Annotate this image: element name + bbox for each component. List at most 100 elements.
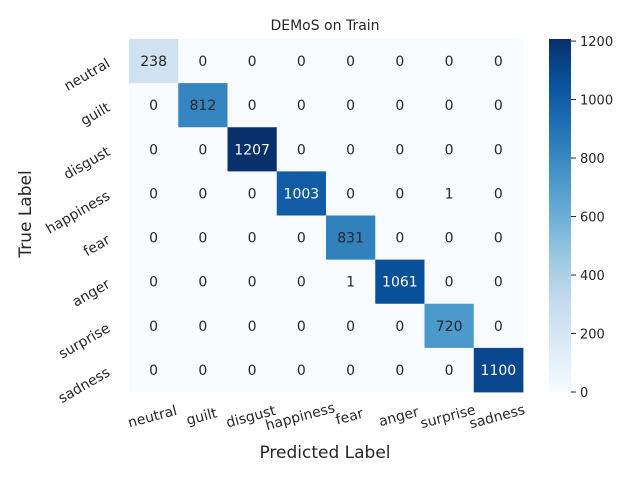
heatmap-cell-disgust-anger bbox=[375, 127, 425, 172]
cell-value-label: 0 bbox=[346, 98, 355, 114]
cell-value-label: 0 bbox=[346, 142, 355, 158]
heatmap-cell-guilt-fear bbox=[326, 83, 376, 128]
cell-value-label: 1100 bbox=[481, 363, 517, 379]
heatmap-cell-disgust-surprise bbox=[424, 127, 475, 172]
heatmap-cell-surprise-disgust bbox=[227, 303, 278, 349]
cell-value-label: 0 bbox=[494, 275, 503, 291]
heatmap-cell-labels: 238 0 0 0 0 0 0 0 0 812 0 0 0 0 0 0 0 0 1207 0 0 0 0 0 0 0 0 1003 0 0… bbox=[140, 54, 516, 379]
cell-value-label: 0 bbox=[248, 54, 257, 70]
heatmap-cell-happiness-happiness bbox=[276, 171, 327, 216]
heatmap-cell-guilt-surprise bbox=[424, 83, 475, 128]
heatmap-cell-fear-neutral bbox=[129, 215, 179, 261]
heatmap-cell-neutral-anger bbox=[375, 39, 425, 84]
heatmap-cell-happiness-surprise bbox=[424, 171, 475, 216]
cell-value-label: 0 bbox=[346, 319, 355, 335]
colorbar-tick-label: 0 bbox=[580, 386, 588, 401]
cell-value-label: 0 bbox=[149, 363, 158, 379]
cell-value-label: 0 bbox=[198, 231, 207, 247]
heatmap-cell-fear-fear bbox=[326, 215, 376, 261]
cell-value-label: 0 bbox=[149, 319, 158, 335]
heatmap-cell-neutral-guilt bbox=[178, 39, 228, 84]
heatmap-cell-disgust-fear bbox=[326, 127, 376, 172]
cell-value-label: 0 bbox=[297, 275, 306, 291]
cell-value-label: 0 bbox=[346, 363, 355, 379]
cell-value-label: 1207 bbox=[234, 142, 270, 158]
heatmap-cell-happiness-neutral bbox=[129, 171, 179, 216]
heatmap-cell-neutral-surprise bbox=[424, 39, 475, 84]
cell-value-label: 0 bbox=[395, 186, 404, 202]
heatmap-cell-guilt-sadness bbox=[473, 83, 524, 128]
cell-value-label: 0 bbox=[248, 231, 257, 247]
heatmap-cell-surprise-guilt bbox=[178, 303, 228, 349]
heatmap-cell-fear-sadness bbox=[473, 215, 524, 261]
heatmap-cell-sadness-surprise bbox=[424, 347, 475, 393]
cell-value-label: 0 bbox=[395, 142, 404, 158]
cell-value-label: 0 bbox=[445, 98, 454, 114]
cell-value-label: 0 bbox=[297, 98, 306, 114]
cell-value-label: 0 bbox=[494, 186, 503, 202]
cell-value-label: 0 bbox=[346, 54, 355, 70]
cell-value-label: 0 bbox=[248, 319, 257, 335]
cell-value-label: 1003 bbox=[284, 186, 320, 202]
heatmap-cell-sadness-anger bbox=[375, 347, 425, 393]
cell-value-label: 0 bbox=[494, 142, 503, 158]
cell-value-label: 0 bbox=[494, 98, 503, 114]
cell-value-label: 0 bbox=[149, 275, 158, 291]
heatmap-cell-anger-sadness bbox=[473, 259, 524, 305]
cell-value-label: 0 bbox=[248, 186, 257, 202]
x-tick-label: fear bbox=[334, 406, 365, 429]
colorbar-tick-label: 600 bbox=[580, 211, 605, 226]
cell-value-label: 0 bbox=[395, 363, 404, 379]
heatmap-cell-anger-surprise bbox=[424, 259, 475, 305]
heatmap-cell-sadness-guilt bbox=[178, 347, 228, 393]
heatmap-cell-sadness-sadness bbox=[473, 347, 524, 393]
heatmap-cell-disgust-sadness bbox=[473, 127, 524, 172]
cell-value-label: 0 bbox=[248, 275, 257, 291]
chart-title: DEMoS on Train bbox=[270, 18, 379, 34]
heatmap-cell-sadness-disgust bbox=[227, 347, 278, 393]
y-axis-label: True Label bbox=[16, 170, 36, 258]
cell-value-label: 0 bbox=[346, 186, 355, 202]
heatmap-cell-surprise-neutral bbox=[129, 303, 179, 349]
cell-value-label: 0 bbox=[198, 275, 207, 291]
heatmap-cell-happiness-fear bbox=[326, 171, 376, 216]
colorbar bbox=[549, 39, 571, 392]
cell-value-label: 0 bbox=[494, 319, 503, 335]
colorbar-tick-label: 1000 bbox=[580, 94, 613, 109]
cell-value-label: 720 bbox=[436, 319, 463, 335]
heatmap-cell-happiness-sadness bbox=[473, 171, 524, 216]
colorbar-tick-label: 200 bbox=[580, 328, 605, 343]
cell-value-label: 0 bbox=[445, 363, 454, 379]
colorbar-ticks: 0 200 400 600 800 1000 1200 bbox=[571, 35, 613, 401]
cell-value-label: 0 bbox=[395, 319, 404, 335]
heatmap-cell-anger-disgust bbox=[227, 259, 278, 305]
cell-value-label: 0 bbox=[297, 142, 306, 158]
heatmap-cell-neutral-disgust bbox=[227, 39, 278, 84]
heatmap-cell-neutral-neutral bbox=[129, 39, 179, 84]
cell-value-label: 0 bbox=[149, 98, 158, 114]
heatmap-cell-happiness-guilt bbox=[178, 171, 228, 216]
x-tick-label: guilt bbox=[185, 405, 220, 429]
cell-value-label: 0 bbox=[198, 54, 207, 70]
cell-value-label: 0 bbox=[395, 54, 404, 70]
heatmap-cell-guilt-anger bbox=[375, 83, 425, 128]
heatmap-cell-guilt-guilt bbox=[178, 83, 228, 128]
heatmap-cell-surprise-sadness bbox=[473, 303, 524, 349]
heatmap-cells bbox=[129, 39, 524, 393]
heatmap-cell-guilt-neutral bbox=[129, 83, 179, 128]
heatmap-cell-guilt-disgust bbox=[227, 83, 278, 128]
cell-value-label: 831 bbox=[337, 231, 364, 247]
cell-value-label: 0 bbox=[149, 231, 158, 247]
cell-value-label: 0 bbox=[297, 54, 306, 70]
heatmap-cell-sadness-fear bbox=[326, 347, 376, 393]
cell-value-label: 0 bbox=[297, 363, 306, 379]
cell-value-label: 0 bbox=[198, 363, 207, 379]
heatmap-cell-surprise-surprise bbox=[424, 303, 475, 349]
heatmap-cell-anger-fear bbox=[326, 259, 376, 305]
cell-value-label: 0 bbox=[395, 98, 404, 114]
heatmap-cell-surprise-fear bbox=[326, 303, 376, 349]
heatmap-cell-neutral-fear bbox=[326, 39, 376, 84]
heatmap-cell-disgust-disgust bbox=[227, 127, 278, 172]
heatmap-cell-anger-anger bbox=[375, 259, 425, 305]
